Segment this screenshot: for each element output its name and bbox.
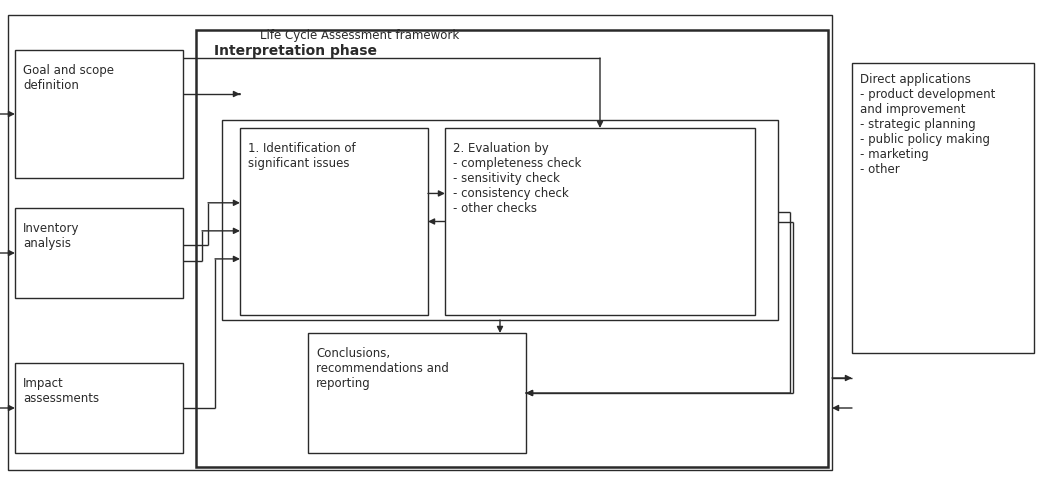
Text: Inventory
analysis: Inventory analysis (23, 222, 79, 250)
Bar (8, 15, 832, 470)
Text: Impact
assessments: Impact assessments (23, 377, 99, 405)
Bar (196, 30, 828, 467)
Bar (240, 128, 428, 315)
Bar (852, 63, 1034, 353)
Bar (222, 120, 778, 320)
Text: 1. Identification of
significant issues: 1. Identification of significant issues (248, 142, 356, 170)
Text: Life Cycle Assessment framework: Life Cycle Assessment framework (260, 29, 460, 42)
Text: Goal and scope
definition: Goal and scope definition (23, 64, 114, 92)
Text: Conclusions,
recommendations and
reporting: Conclusions, recommendations and reporti… (316, 347, 449, 390)
Bar (15, 50, 183, 178)
Bar (15, 363, 183, 453)
Text: Direct applications
- product development
and improvement
- strategic planning
-: Direct applications - product developmen… (860, 73, 995, 176)
Bar (445, 128, 755, 315)
Text: 2. Evaluation by
- completeness check
- sensitivity check
- consistency check
- : 2. Evaluation by - completeness check - … (453, 142, 581, 215)
Bar (15, 208, 183, 298)
Text: Interpretation phase: Interpretation phase (214, 44, 378, 58)
Bar (308, 333, 526, 453)
